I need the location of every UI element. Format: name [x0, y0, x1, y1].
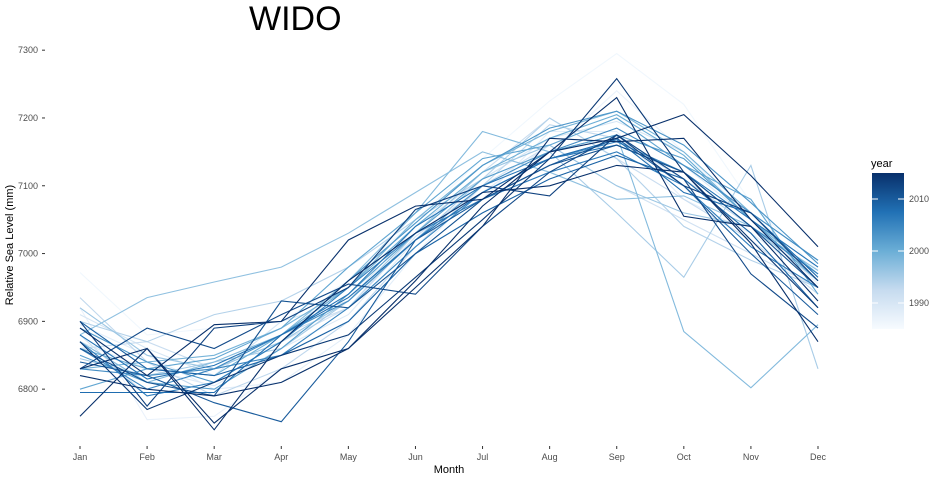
series-line-2010: [79, 137, 819, 423]
series-line-2008: [80, 139, 819, 394]
x-tick-label: Mar: [206, 452, 222, 462]
x-tick-label: May: [340, 452, 358, 462]
series-line-2013: [79, 134, 819, 407]
y-tick-label: 7100: [18, 181, 38, 191]
series-line-2001: [79, 117, 819, 390]
x-tick-label: Oct: [677, 452, 692, 462]
legend-tick-label: 1990: [909, 298, 929, 308]
series-line-2003: [79, 110, 819, 383]
series-line-1995: [79, 151, 819, 377]
y-tick-label: 6900: [18, 316, 38, 326]
legend-tick-label: 2000: [909, 246, 929, 256]
y-tick-label: 7300: [18, 45, 38, 55]
series-line-1999: [79, 110, 819, 370]
x-tick-label: Jul: [477, 452, 489, 462]
chart-title: WIDO: [249, 0, 342, 38]
color-legend: year 1990 2000 2010: [871, 158, 929, 329]
series-line-2009: [79, 154, 819, 377]
series-line-2007: [79, 144, 819, 380]
series-line-2015: [79, 96, 819, 397]
series-line-2018: [79, 113, 819, 377]
x-tick-label: Jun: [408, 452, 423, 462]
x-tick-label: Apr: [274, 452, 288, 462]
legend-tick-label: 2010: [909, 194, 929, 204]
y-tick-label: 6800: [18, 384, 38, 394]
y-tick-label: 7200: [18, 113, 38, 123]
series-line-2005: [79, 141, 819, 390]
series-line-2000: [79, 113, 819, 377]
series-line-2011: [79, 144, 819, 397]
series-line-1998: [79, 130, 819, 389]
legend-title: year: [871, 158, 893, 170]
x-tick-label: Jan: [73, 452, 88, 462]
series-line-2012: [79, 134, 819, 370]
series-lines: [79, 52, 819, 431]
x-tick-label: Feb: [139, 452, 155, 462]
x-axis-title: Month: [434, 464, 465, 476]
series-line-1991: [79, 144, 819, 397]
series-line-1989: [79, 117, 819, 387]
series-line-2017: [79, 164, 819, 431]
series-line-1986: [79, 52, 819, 336]
x-tick-label: Sep: [609, 452, 625, 462]
series-line-1994: [79, 117, 819, 343]
series-line-2016: [79, 137, 819, 424]
x-tick-label: Dec: [810, 452, 827, 462]
x-tick-label: Nov: [743, 452, 760, 462]
x-tick-label: Aug: [542, 452, 558, 462]
y-axis-title: Relative Sea Level (mm): [4, 185, 16, 305]
x-axis: Jan Feb Mar Apr May Jun Jul Aug Sep Oct Nov Dec: [73, 446, 827, 462]
y-tick-label: 7000: [18, 249, 38, 259]
y-axis: 6800 6900 7000 7100 7200 7300: [18, 45, 45, 394]
legend-ticks: 1990 2000 2010: [872, 194, 929, 308]
